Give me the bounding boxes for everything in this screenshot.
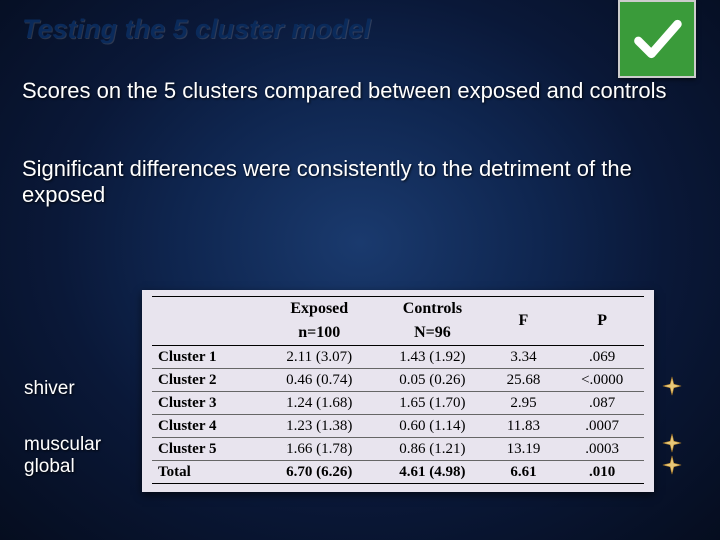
star-icon	[661, 432, 683, 454]
cell-label: Cluster 4	[152, 415, 260, 438]
th-controls-l2: N=96	[378, 321, 486, 346]
cell-F: 3.34	[487, 346, 561, 369]
cell-label: Cluster 3	[152, 392, 260, 415]
table-body: Cluster 1 2.11 (3.07) 1.43 (1.92) 3.34 .…	[152, 346, 644, 484]
th-F: F	[487, 297, 561, 346]
table-row: Cluster 4 1.23 (1.38) 0.60 (1.14) 11.83 …	[152, 415, 644, 438]
cell-F: 2.95	[487, 392, 561, 415]
results-table-container: Exposed Controls F P n=100 N=96 Cluster …	[142, 290, 654, 492]
cell-label: Cluster 1	[152, 346, 260, 369]
table-row: Cluster 3 1.24 (1.68) 1.65 (1.70) 2.95 .…	[152, 392, 644, 415]
paragraph-1: Scores on the 5 clusters compared betwee…	[22, 78, 698, 104]
slide-title: Testing the 5 cluster model	[22, 14, 371, 45]
cell-exposed: 2.11 (3.07)	[260, 346, 378, 369]
cell-exposed: 0.46 (0.74)	[260, 369, 378, 392]
cell-label: Total	[152, 461, 260, 484]
cell-P: <.0000	[560, 369, 644, 392]
table-row: Cluster 1 2.11 (3.07) 1.43 (1.92) 3.34 .…	[152, 346, 644, 369]
checkmark-icon	[629, 11, 685, 67]
cell-label: Cluster 5	[152, 438, 260, 461]
cell-P: .010	[560, 461, 644, 484]
cell-controls: 0.60 (1.14)	[378, 415, 486, 438]
cell-exposed: 1.23 (1.38)	[260, 415, 378, 438]
th-blank	[152, 297, 260, 346]
th-exposed-l2: n=100	[260, 321, 378, 346]
side-label-global: global	[24, 456, 75, 478]
cell-P: .069	[560, 346, 644, 369]
cell-controls: 1.65 (1.70)	[378, 392, 486, 415]
cell-P: .0003	[560, 438, 644, 461]
cell-exposed: 1.24 (1.68)	[260, 392, 378, 415]
results-table: Exposed Controls F P n=100 N=96 Cluster …	[152, 296, 644, 484]
cell-controls: 4.61 (4.98)	[378, 461, 486, 484]
cell-label: Cluster 2	[152, 369, 260, 392]
side-label-shiver: shiver	[24, 378, 75, 400]
table-row: Cluster 5 1.66 (1.78) 0.86 (1.21) 13.19 …	[152, 438, 644, 461]
side-label-muscular: muscular	[24, 434, 101, 456]
cell-F: 13.19	[487, 438, 561, 461]
th-controls-l1: Controls	[378, 297, 486, 322]
checkmark-badge	[618, 0, 696, 78]
table-row-total: Total 6.70 (6.26) 4.61 (4.98) 6.61 .010	[152, 461, 644, 484]
cell-F: 6.61	[487, 461, 561, 484]
th-P: P	[560, 297, 644, 346]
cell-P: .0007	[560, 415, 644, 438]
cell-controls: 0.05 (0.26)	[378, 369, 486, 392]
table-row: Cluster 2 0.46 (0.74) 0.05 (0.26) 25.68 …	[152, 369, 644, 392]
paragraph-2: Significant differences were consistentl…	[22, 156, 698, 208]
cell-controls: 1.43 (1.92)	[378, 346, 486, 369]
cell-exposed: 6.70 (6.26)	[260, 461, 378, 484]
cell-exposed: 1.66 (1.78)	[260, 438, 378, 461]
cell-F: 11.83	[487, 415, 561, 438]
th-exposed-l1: Exposed	[260, 297, 378, 322]
cell-F: 25.68	[487, 369, 561, 392]
cell-P: .087	[560, 392, 644, 415]
star-icon	[661, 454, 683, 476]
star-icon	[661, 375, 683, 397]
cell-controls: 0.86 (1.21)	[378, 438, 486, 461]
